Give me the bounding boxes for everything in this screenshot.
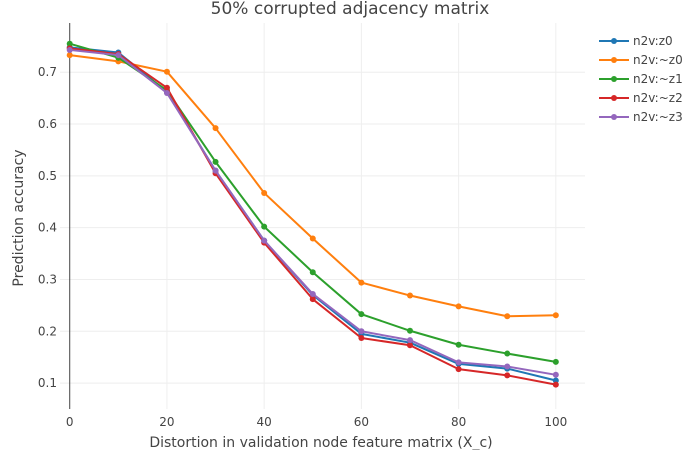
x-tick-label: 40 bbox=[257, 415, 272, 429]
data-point[interactable] bbox=[504, 350, 511, 357]
data-point[interactable] bbox=[115, 52, 122, 59]
data-point[interactable] bbox=[455, 303, 462, 310]
chart-title: 50% corrupted adjacency matrix bbox=[211, 0, 490, 19]
legend-label: n2v:~z0 bbox=[633, 53, 683, 67]
y-axis-title: Prediction accuracy bbox=[11, 149, 27, 286]
x-tick-label: 80 bbox=[451, 415, 466, 429]
data-point[interactable] bbox=[552, 381, 559, 388]
legend-item[interactable]: n2v:z0 bbox=[599, 34, 673, 48]
x-tick-label: 60 bbox=[354, 415, 369, 429]
legend-label: n2v:~z1 bbox=[633, 72, 683, 86]
data-point[interactable] bbox=[261, 223, 268, 230]
legend-label: n2v:~z3 bbox=[633, 110, 683, 124]
legend-swatch-marker bbox=[611, 57, 617, 63]
data-point[interactable] bbox=[66, 52, 73, 59]
data-point[interactable] bbox=[309, 269, 316, 276]
x-tick-label: 0 bbox=[66, 415, 74, 429]
y-tick-label: 0.4 bbox=[38, 221, 57, 235]
series-2[interactable] bbox=[66, 40, 559, 365]
legend-item[interactable]: n2v:~z0 bbox=[599, 53, 683, 67]
series-line[interactable] bbox=[69, 54, 556, 318]
data-point[interactable] bbox=[407, 327, 413, 334]
data-point[interactable] bbox=[358, 311, 365, 318]
data-point[interactable] bbox=[455, 359, 462, 366]
data-point[interactable] bbox=[212, 158, 219, 165]
x-tick-label: 20 bbox=[159, 415, 174, 429]
data-point[interactable] bbox=[212, 167, 219, 174]
data-point[interactable] bbox=[163, 84, 170, 91]
data-point[interactable] bbox=[212, 125, 219, 132]
data-point[interactable] bbox=[504, 313, 511, 320]
data-point[interactable] bbox=[455, 341, 462, 348]
x-axis-title: Distortion in validation node feature ma… bbox=[149, 435, 492, 450]
legend-item[interactable]: n2v:~z2 bbox=[599, 91, 683, 105]
legend-label: n2v:z0 bbox=[633, 34, 673, 48]
data-point[interactable] bbox=[358, 335, 365, 342]
data-point[interactable] bbox=[358, 328, 365, 335]
data-point[interactable] bbox=[309, 290, 316, 297]
grid-layer bbox=[60, 23, 585, 409]
legend-label: n2v:~z2 bbox=[633, 91, 683, 105]
y-tick-label: 0.5 bbox=[38, 169, 57, 183]
legend-swatch-marker bbox=[611, 95, 617, 101]
legend-swatch-marker bbox=[611, 114, 617, 120]
data-point[interactable] bbox=[552, 377, 559, 384]
series-line[interactable] bbox=[69, 47, 557, 386]
data-point[interactable] bbox=[66, 40, 73, 47]
series-layer bbox=[66, 40, 559, 388]
legend-item[interactable]: n2v:~z1 bbox=[599, 72, 683, 86]
legend[interactable]: n2v:z0 n2v:~z0 n2v:~z1 n2v:~z2 n2v:~z3 bbox=[599, 34, 683, 124]
series-4[interactable] bbox=[66, 46, 559, 378]
y-tick-label: 0.3 bbox=[38, 272, 57, 286]
data-point[interactable] bbox=[309, 235, 316, 242]
series-line[interactable] bbox=[69, 46, 557, 382]
y-tick-label: 0.2 bbox=[38, 324, 57, 338]
data-point[interactable] bbox=[407, 337, 413, 344]
data-point[interactable] bbox=[261, 237, 268, 244]
y-tick-label: 0.1 bbox=[38, 376, 57, 390]
series-3[interactable] bbox=[66, 45, 559, 388]
data-point[interactable] bbox=[504, 372, 511, 379]
series-0[interactable] bbox=[66, 44, 559, 384]
series-line[interactable] bbox=[69, 42, 557, 363]
legend-item[interactable]: n2v:~z3 bbox=[599, 110, 683, 124]
axis-layer: 0 20 40 60 80 100 0.1 0.2 0.3 0.4 0.5 0.6 0.7 bbox=[38, 23, 567, 429]
series-line[interactable] bbox=[69, 48, 557, 376]
y-tick-label: 0.6 bbox=[38, 117, 57, 131]
x-tick-label: 100 bbox=[544, 415, 567, 429]
data-point[interactable] bbox=[261, 189, 268, 196]
y-tick-label: 0.7 bbox=[38, 65, 57, 79]
data-point[interactable] bbox=[407, 342, 413, 349]
data-point[interactable] bbox=[455, 366, 462, 373]
data-point[interactable] bbox=[504, 363, 511, 370]
data-point[interactable] bbox=[163, 68, 170, 75]
data-point[interactable] bbox=[358, 279, 365, 286]
data-point[interactable] bbox=[407, 292, 413, 299]
data-point[interactable] bbox=[552, 358, 559, 365]
legend-swatch-marker bbox=[611, 76, 617, 82]
data-point[interactable] bbox=[309, 296, 316, 303]
data-point[interactable] bbox=[163, 89, 170, 96]
legend-swatch-marker bbox=[611, 38, 617, 44]
data-point[interactable] bbox=[552, 312, 559, 319]
data-point[interactable] bbox=[66, 46, 73, 53]
series-1[interactable] bbox=[66, 52, 559, 320]
data-point[interactable] bbox=[552, 371, 559, 378]
